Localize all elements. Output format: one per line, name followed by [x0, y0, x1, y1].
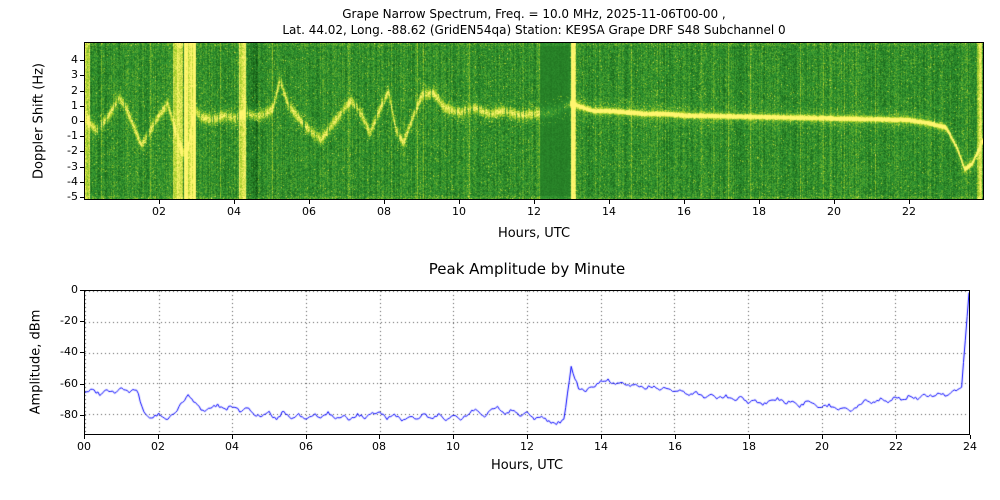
- x-tick-label: 00: [77, 440, 91, 453]
- y-tick-mark: [80, 91, 84, 92]
- x-tick-mark: [384, 200, 385, 204]
- x-tick-label: 16: [668, 440, 682, 453]
- y-tick-label: -40: [60, 345, 78, 358]
- y-tick-mark: [80, 384, 84, 385]
- x-tick-mark: [309, 200, 310, 204]
- x-tick-label: 06: [299, 440, 313, 453]
- x-tick-mark: [527, 435, 528, 439]
- x-tick-mark: [158, 435, 159, 439]
- x-tick-label: 12: [527, 205, 541, 218]
- x-tick-mark: [675, 435, 676, 439]
- x-tick-mark: [379, 435, 380, 439]
- x-tick-mark: [234, 200, 235, 204]
- y-tick-mark: [80, 197, 84, 198]
- amplitude-plot-area: [84, 290, 970, 435]
- x-tick-label: 14: [602, 205, 616, 218]
- spectrum-title-line2: Lat. 44.02, Long. -88.62 (GridEN54qa) St…: [282, 23, 786, 37]
- x-tick-label: 18: [752, 205, 766, 218]
- y-tick-mark: [80, 75, 84, 76]
- x-tick-mark: [534, 200, 535, 204]
- y-tick-mark: [80, 136, 84, 137]
- x-tick-label: 04: [227, 205, 241, 218]
- y-tick-label: -2: [67, 144, 78, 157]
- x-tick-label: 06: [302, 205, 316, 218]
- x-tick-label: 10: [452, 205, 466, 218]
- y-tick-label: -5: [67, 190, 78, 203]
- y-tick-label: 2: [71, 84, 78, 97]
- x-tick-mark: [84, 435, 85, 439]
- x-tick-label: 08: [377, 205, 391, 218]
- x-tick-label: 08: [372, 440, 386, 453]
- x-tick-mark: [896, 435, 897, 439]
- spectrum-title-line1: Grape Narrow Spectrum, Freq. = 10.0 MHz,…: [342, 7, 726, 21]
- y-tick-mark: [80, 321, 84, 322]
- x-tick-label: 14: [594, 440, 608, 453]
- x-tick-mark: [159, 200, 160, 204]
- x-tick-mark: [684, 200, 685, 204]
- x-tick-mark: [749, 435, 750, 439]
- x-tick-label: 12: [520, 440, 534, 453]
- x-tick-mark: [232, 435, 233, 439]
- x-tick-mark: [306, 435, 307, 439]
- amplitude-x-axis-label: Hours, UTC: [490, 458, 564, 473]
- y-tick-mark: [80, 290, 84, 291]
- x-tick-mark: [822, 435, 823, 439]
- spectrum-x-axis-label: Hours, UTC: [497, 226, 571, 241]
- y-tick-label: -1: [67, 129, 78, 142]
- amplitude-title: Peak Amplitude by Minute: [428, 260, 626, 278]
- spectrogram-plot-area: [84, 42, 984, 200]
- y-tick-label: -60: [60, 377, 78, 390]
- x-tick-label: 02: [152, 205, 166, 218]
- y-tick-label: 0: [71, 114, 78, 127]
- y-tick-mark: [80, 151, 84, 152]
- x-tick-label: 20: [815, 440, 829, 453]
- y-tick-label: 3: [71, 68, 78, 81]
- x-tick-label: 04: [225, 440, 239, 453]
- x-tick-mark: [459, 200, 460, 204]
- x-tick-mark: [759, 200, 760, 204]
- y-tick-mark: [80, 121, 84, 122]
- y-tick-label: 1: [71, 99, 78, 112]
- y-tick-mark: [80, 60, 84, 61]
- x-tick-label: 18: [742, 440, 756, 453]
- x-tick-mark: [609, 200, 610, 204]
- x-tick-label: 16: [677, 205, 691, 218]
- y-tick-mark: [80, 352, 84, 353]
- y-tick-mark: [80, 167, 84, 168]
- x-tick-label: 20: [827, 205, 841, 218]
- y-tick-label: 4: [71, 53, 78, 66]
- y-tick-label: -3: [67, 160, 78, 173]
- y-tick-mark: [80, 415, 84, 416]
- y-tick-mark: [80, 106, 84, 107]
- x-tick-mark: [834, 200, 835, 204]
- x-tick-mark: [970, 435, 971, 439]
- y-tick-label: -80: [60, 408, 78, 421]
- spectrogram-canvas: [85, 43, 983, 199]
- x-tick-mark: [453, 435, 454, 439]
- y-tick-label: -4: [67, 175, 78, 188]
- y-tick-label: 0: [71, 283, 78, 296]
- y-tick-label: -20: [60, 314, 78, 327]
- x-tick-label: 22: [889, 440, 903, 453]
- x-tick-label: 24: [963, 440, 977, 453]
- x-tick-label: 10: [446, 440, 460, 453]
- x-tick-label: 02: [151, 440, 165, 453]
- amplitude-canvas: [85, 291, 969, 434]
- x-tick-label: 22: [902, 205, 916, 218]
- x-tick-mark: [909, 200, 910, 204]
- x-tick-mark: [601, 435, 602, 439]
- y-tick-mark: [80, 182, 84, 183]
